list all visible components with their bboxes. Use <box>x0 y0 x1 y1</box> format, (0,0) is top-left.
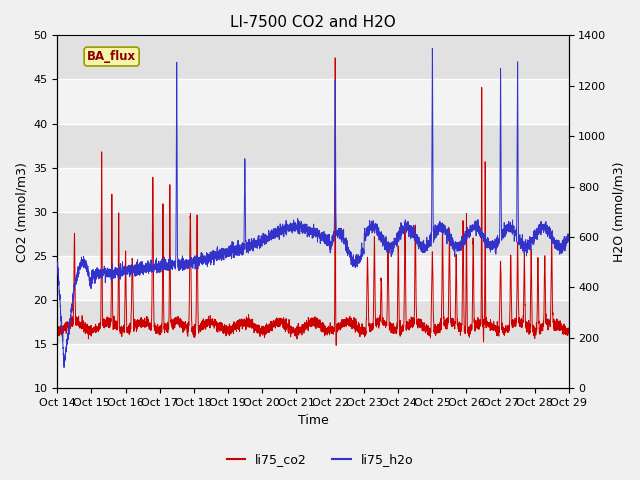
Bar <box>58 256 568 300</box>
Title: LI-7500 CO2 and H2O: LI-7500 CO2 and H2O <box>230 15 396 30</box>
Bar <box>58 168 568 212</box>
X-axis label: Time: Time <box>298 414 328 427</box>
Bar <box>58 36 568 80</box>
Legend: li75_co2, li75_h2o: li75_co2, li75_h2o <box>221 448 419 471</box>
Y-axis label: H2O (mmol/m3): H2O (mmol/m3) <box>612 162 625 262</box>
Bar <box>58 300 568 344</box>
Text: BA_flux: BA_flux <box>87 50 136 63</box>
Bar <box>58 123 568 168</box>
Bar <box>58 80 568 123</box>
Bar <box>58 344 568 388</box>
Bar <box>58 212 568 256</box>
Y-axis label: CO2 (mmol/m3): CO2 (mmol/m3) <box>15 162 28 262</box>
